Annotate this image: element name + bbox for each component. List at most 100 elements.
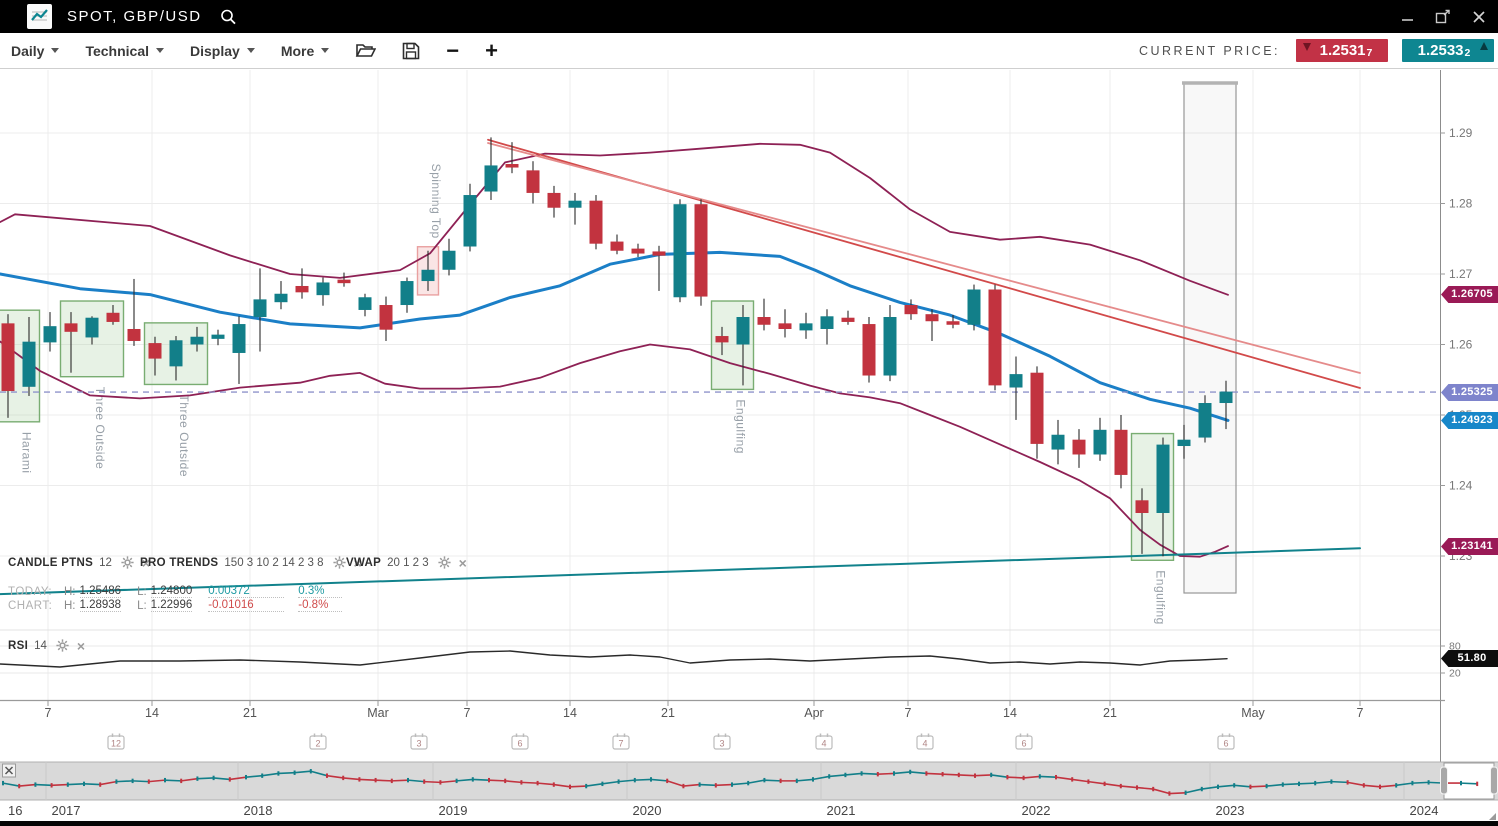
menu-display[interactable]: Display — [190, 43, 255, 59]
candle — [715, 326, 729, 356]
bid-price-pip: 7 — [1366, 46, 1373, 59]
calendar-event-badge[interactable]: 3 — [713, 733, 731, 750]
calendar-event-badge[interactable]: 3 — [410, 733, 428, 750]
chart-canvas[interactable]: Harami Three Outside Three Outside Spinning… — [0, 69, 1498, 826]
open-folder-icon[interactable] — [355, 42, 377, 59]
close-icon[interactable]: × — [458, 554, 467, 571]
close-icon[interactable]: × — [141, 554, 151, 571]
indicator-params: 14 — [34, 639, 47, 652]
toolbar: Daily Technical Display More — [0, 33, 1498, 69]
nav-year-label: 2017 — [52, 803, 81, 818]
candle — [526, 161, 540, 204]
candle — [820, 309, 834, 345]
candle — [421, 250, 435, 291]
candle — [904, 299, 918, 320]
window-controls — [1401, 9, 1486, 24]
candle — [1009, 356, 1023, 420]
candle — [589, 195, 603, 250]
date-tick-label: 7 — [905, 706, 912, 720]
close-icon[interactable]: × — [76, 637, 86, 654]
title-bar: SPOT, GBP/USD — [0, 0, 1498, 33]
date-tick-label: 21 — [243, 706, 257, 720]
candle — [295, 268, 309, 299]
date-tick-label: 7 — [45, 706, 52, 720]
calendar-event-badge[interactable]: 6 — [1015, 733, 1033, 750]
svg-text:3: 3 — [719, 739, 724, 749]
candle — [1219, 380, 1233, 430]
chart-change: -0.01016 — [208, 599, 285, 612]
candle — [736, 305, 750, 386]
calendar-event-badge[interactable]: 4 — [916, 733, 934, 750]
price-tick-label: 1.26 — [1449, 338, 1473, 352]
menu-technical-label: Technical — [85, 42, 150, 59]
gear-icon[interactable] — [56, 639, 69, 652]
legend-pro-trends: PRO TRENDS 150 3 10 2 14 2 3 8 × — [140, 554, 362, 571]
close-icon[interactable] — [1472, 10, 1486, 24]
menu-more[interactable]: More — [280, 42, 330, 59]
current-price-panel: CURRENT PRICE: 1.2531 7 1.2533 2 — [1139, 39, 1494, 62]
bid-price-value: 1.2531 — [1319, 42, 1366, 59]
nav-year-label: 2023 — [1216, 803, 1245, 818]
indicator-params: 150 3 10 2 14 2 3 8 — [224, 556, 324, 569]
candle — [946, 314, 960, 329]
bid-price-box: 1.2531 7 — [1296, 39, 1388, 62]
calendar-event-badge[interactable]: 6 — [511, 733, 529, 750]
pattern-label: Harami — [20, 432, 34, 474]
calendar-event-badge[interactable]: 6 — [1217, 733, 1235, 750]
price-tick-label: 1.27 — [1449, 267, 1473, 281]
menu-technical[interactable]: Technical — [85, 42, 165, 59]
date-tick-label: 14 — [1003, 706, 1017, 720]
popout-icon[interactable] — [1435, 9, 1451, 24]
navigator: 16 2017 2018 2019 2020 2021 2022 2023 2024 — [0, 761, 1498, 818]
search-icon[interactable] — [219, 8, 237, 26]
arrow-down-icon — [1303, 43, 1311, 51]
today-change: 0.00372 — [208, 585, 285, 598]
gear-icon[interactable] — [121, 556, 134, 569]
candle — [1051, 419, 1065, 465]
bottom-bar — [0, 821, 1498, 826]
candle — [694, 199, 708, 306]
candle — [253, 268, 267, 352]
axes: 1.291.281.271.261.251.241.23802071421Mar… — [0, 70, 1473, 762]
candle — [1177, 424, 1191, 459]
chart-stats-row: CHART: H: 1.28938 L: 1.22996 -0.01016 -0… — [8, 599, 356, 612]
candle — [967, 284, 981, 331]
gear-icon[interactable] — [438, 556, 451, 569]
navigator-right-handle[interactable] — [1490, 766, 1498, 795]
zoom-out-icon[interactable]: − — [446, 37, 460, 63]
calendar-event-badge[interactable]: 2 — [309, 733, 327, 750]
menu-daily-label: Daily — [11, 42, 45, 59]
navigator-close-button[interactable] — [2, 763, 16, 778]
candle — [1093, 417, 1107, 461]
candle — [442, 238, 456, 276]
navigator-selected-range[interactable] — [1444, 763, 1494, 799]
rsi-line — [0, 650, 1228, 668]
gear-icon[interactable] — [332, 556, 346, 569]
svg-text:3: 3 — [416, 739, 421, 749]
date-tick-label: 7 — [464, 706, 471, 720]
calendar-event-badge[interactable]: 12 — [107, 733, 125, 750]
zoom-in-icon[interactable]: + — [485, 37, 498, 63]
window-title: SPOT, GBP/USD — [67, 8, 202, 25]
overlay-lines — [0, 138, 1440, 596]
menu-daily[interactable]: Daily — [11, 42, 60, 59]
candle — [862, 317, 876, 383]
candle — [274, 281, 288, 310]
moving-average-line — [0, 250, 1230, 422]
menu-more-label: More — [280, 42, 315, 59]
arrow-up-icon — [1480, 42, 1488, 50]
candle — [22, 317, 36, 396]
indicator-params: 20 1 2 3 — [387, 556, 429, 569]
close-icon[interactable]: × — [353, 554, 362, 571]
candle — [925, 309, 939, 341]
calendar-event-badge[interactable]: 7 — [612, 733, 630, 750]
navigator-left-handle[interactable] — [1440, 766, 1448, 795]
save-icon[interactable] — [402, 42, 420, 60]
upper-band-badge: 1.26705 — [1441, 286, 1498, 303]
resize-grip — [1489, 813, 1496, 820]
candle — [1156, 437, 1170, 557]
minimize-icon[interactable] — [1401, 10, 1414, 23]
calendar-event-badge[interactable]: 4 — [815, 733, 833, 750]
price-tick-label: 1.24 — [1449, 479, 1473, 493]
